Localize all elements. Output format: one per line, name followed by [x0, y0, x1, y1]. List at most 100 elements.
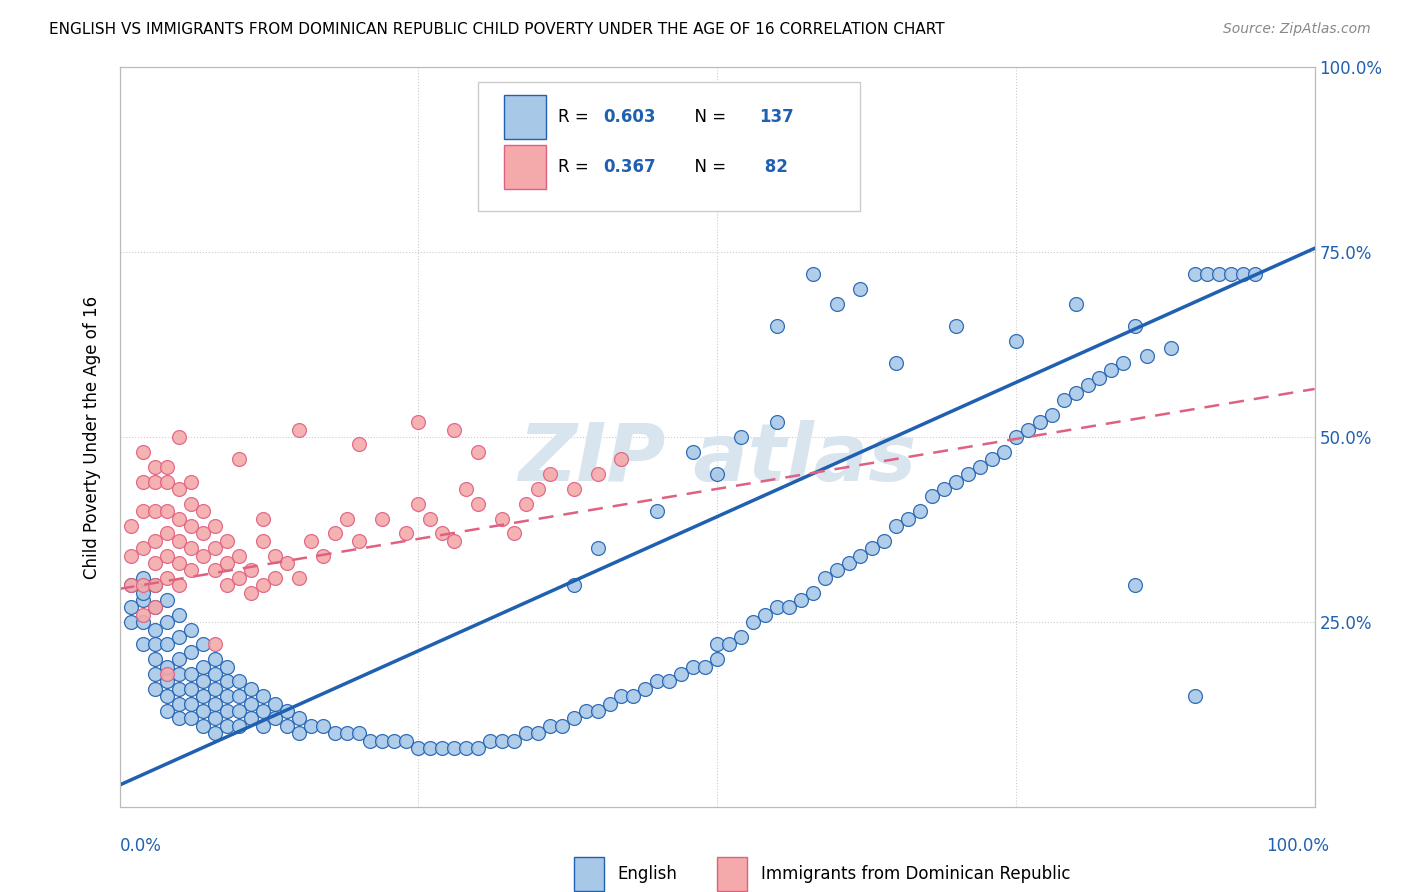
Point: [754, 607, 776, 622]
Point: [180, 681, 202, 696]
Point: [228, 719, 250, 733]
Point: [228, 571, 250, 585]
Point: [217, 578, 239, 592]
Point: [934, 482, 956, 496]
Point: [121, 549, 143, 563]
Point: [538, 467, 561, 482]
Point: [1017, 423, 1039, 437]
Point: [1077, 378, 1099, 392]
Point: [145, 504, 166, 518]
Point: [299, 719, 322, 733]
Point: [323, 726, 346, 740]
Point: [217, 689, 239, 703]
Point: [945, 475, 967, 489]
Point: [467, 741, 489, 756]
Point: [1112, 356, 1135, 370]
Point: [132, 593, 155, 607]
Point: [145, 600, 166, 615]
Point: [671, 667, 693, 681]
Point: [1029, 415, 1052, 429]
Point: [467, 497, 489, 511]
Point: [766, 600, 789, 615]
Point: [957, 467, 980, 482]
Point: [323, 526, 346, 541]
Point: [145, 556, 166, 570]
Point: [132, 607, 155, 622]
Text: 0.367: 0.367: [603, 158, 657, 176]
Point: [682, 445, 704, 459]
Point: [204, 541, 226, 555]
Point: [180, 711, 202, 725]
FancyBboxPatch shape: [478, 82, 860, 211]
Point: [239, 585, 263, 599]
Point: [575, 704, 598, 718]
Point: [527, 482, 550, 496]
Point: [993, 445, 1015, 459]
Point: [682, 659, 704, 673]
Point: [239, 711, 263, 725]
Point: [790, 593, 813, 607]
Point: [228, 549, 250, 563]
Point: [503, 526, 526, 541]
Point: [886, 519, 908, 533]
Point: [515, 726, 537, 740]
Point: [169, 630, 191, 644]
Point: [647, 674, 669, 689]
Point: [1064, 297, 1087, 311]
Point: [706, 467, 728, 482]
Point: [1053, 392, 1076, 407]
Point: [191, 704, 215, 718]
Point: [1184, 267, 1206, 281]
Point: [408, 497, 430, 511]
Point: [264, 711, 287, 725]
Point: [145, 652, 166, 666]
Point: [862, 541, 884, 555]
Point: [849, 282, 872, 296]
Point: [1101, 363, 1123, 377]
Point: [264, 697, 287, 711]
Point: [217, 674, 239, 689]
Point: [801, 267, 824, 281]
Point: [252, 533, 274, 548]
Point: [599, 697, 621, 711]
Text: R =: R =: [558, 108, 595, 127]
Point: [239, 697, 263, 711]
Point: [1220, 267, 1243, 281]
Point: [217, 704, 239, 718]
Point: [239, 563, 263, 577]
Text: ZIP atlas: ZIP atlas: [517, 420, 917, 499]
Point: [156, 475, 179, 489]
Point: [180, 541, 202, 555]
Text: N =: N =: [683, 158, 731, 176]
Text: Immigrants from Dominican Republic: Immigrants from Dominican Republic: [761, 865, 1071, 883]
Point: [1004, 334, 1026, 348]
Point: [217, 556, 239, 570]
Point: [347, 533, 370, 548]
Point: [204, 667, 226, 681]
Point: [456, 741, 478, 756]
Text: Source: ZipAtlas.com: Source: ZipAtlas.com: [1223, 22, 1371, 37]
Point: [204, 652, 226, 666]
Point: [132, 445, 155, 459]
Point: [169, 667, 191, 681]
Point: [145, 623, 166, 637]
Point: [288, 726, 311, 740]
Point: [1160, 341, 1182, 355]
Point: [204, 637, 226, 651]
Point: [491, 733, 513, 747]
Point: [1125, 578, 1147, 592]
Point: [169, 711, 191, 725]
Point: [191, 637, 215, 651]
Point: [371, 511, 394, 525]
Point: [718, 637, 741, 651]
Point: [156, 549, 179, 563]
Point: [204, 711, 226, 725]
Point: [156, 615, 179, 630]
Point: [264, 549, 287, 563]
Point: [156, 526, 179, 541]
Point: [825, 297, 848, 311]
Point: [1088, 371, 1111, 385]
Point: [276, 704, 298, 718]
Point: [288, 571, 311, 585]
Point: [562, 578, 585, 592]
